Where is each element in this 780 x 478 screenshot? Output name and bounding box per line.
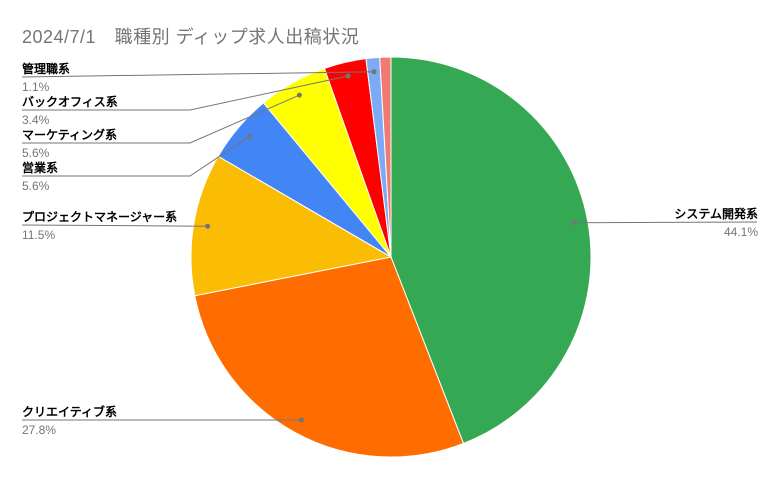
slice-percentage: 27.8%	[22, 423, 57, 437]
label-connector-line	[22, 75, 349, 111]
slice-percentage: 5.6%	[22, 146, 50, 160]
label-connector-line	[22, 94, 300, 144]
label-connector-dot	[371, 69, 377, 75]
slice-name: バックオフィス系	[22, 95, 118, 109]
slice-name: システム開発系	[674, 207, 758, 221]
slice-name: クリエイティブ系	[22, 405, 118, 419]
label-connector-dot	[571, 220, 577, 226]
label-connector-dot	[246, 134, 252, 140]
slice-name: 営業系	[22, 161, 59, 175]
label-connector-dot	[296, 92, 302, 98]
slice-percentage: 3.4%	[22, 113, 50, 127]
pie-slice-7[interactable]	[379, 56, 392, 258]
slice-label-back-office: バックオフィス系 3.4%	[22, 94, 118, 127]
slice-percentage: 1.1%	[22, 80, 50, 94]
slice-label-management: 管理職系 1.1%	[22, 61, 70, 94]
label-connector-line	[21, 71, 375, 78]
pie-slice-2[interactable]	[190, 155, 393, 297]
chart-title: 2024/7/1 職種別 ディップ求人出稿状況	[22, 27, 360, 47]
label-connector-line	[21, 224, 208, 227]
slice-label-marketing: マーケティング系 5.6%	[22, 127, 117, 160]
slice-name: プロジェクトマネージャー系	[22, 210, 178, 224]
label-connector-line	[573, 221, 758, 224]
slice-label-sales: 営業系 5.6%	[22, 160, 58, 193]
slice-percentage: 5.6%	[22, 179, 50, 193]
slice-percentage: 44.1%	[723, 225, 758, 239]
label-connector-dot	[345, 73, 351, 79]
slice-label-system-dev: システム開発系 44.1%	[674, 206, 758, 239]
label-connector-dot	[205, 223, 211, 229]
slice-label-project-manager: プロジェクトマネージャー系 11.5%	[22, 209, 177, 242]
label-connector-dot	[298, 417, 304, 423]
slice-name: マーケティング系	[22, 128, 118, 142]
slice-percentage: 11.5%	[22, 228, 56, 242]
label-connector-line	[22, 136, 250, 177]
pie-slice-0[interactable]	[390, 56, 592, 445]
pie-slice-1[interactable]	[194, 256, 465, 458]
slice-name: 管理職系	[22, 62, 71, 76]
slice-label-creative: クリエイティブ系 27.8%	[22, 404, 117, 437]
